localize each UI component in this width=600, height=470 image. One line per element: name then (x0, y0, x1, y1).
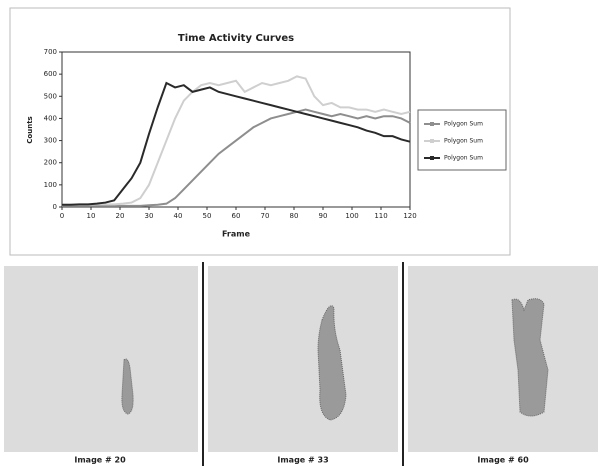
legend-marker (430, 156, 434, 160)
x-tick-label: 10 (87, 212, 96, 220)
x-tick-label: 20 (116, 212, 125, 220)
legend-label: Polygon Sum (444, 121, 483, 128)
x-tick-label: 60 (232, 212, 241, 220)
x-axis-label: Frame (222, 230, 251, 239)
x-tick-label: 90 (319, 212, 328, 220)
y-tick-label: 100 (44, 181, 57, 189)
image-caption: Image # 33 (277, 456, 328, 465)
image-blob (511, 298, 549, 417)
image-caption: Image # 20 (74, 456, 126, 465)
x-tick-label: 40 (174, 212, 183, 220)
series-line (62, 81, 411, 206)
legend-label: Polygon Sum (444, 138, 483, 145)
y-tick-label: 300 (44, 137, 57, 145)
x-tick-label: 80 (290, 212, 299, 220)
series-line (62, 75, 411, 206)
series-line (62, 108, 411, 207)
y-axis-label: Counts (26, 116, 34, 143)
x-tick-label: 0 (60, 212, 64, 220)
legend-label: Polygon Sum (444, 155, 483, 162)
y-tick-label: 400 (44, 114, 57, 122)
image-panel (408, 266, 598, 452)
y-tick-label: 0 (53, 203, 57, 211)
y-tick-label: 500 (44, 92, 57, 100)
legend-marker (430, 139, 434, 143)
x-tick-label: 30 (145, 212, 154, 220)
y-tick-label: 700 (44, 48, 57, 56)
image-blob (121, 358, 134, 415)
image-panel (4, 266, 198, 452)
y-tick-label: 200 (44, 159, 57, 167)
legend-marker (430, 122, 434, 126)
image-caption: Image # 60 (477, 456, 529, 465)
x-tick-label: 50 (203, 212, 212, 220)
image-panel (208, 266, 398, 452)
chart-title: Time Activity Curves (178, 33, 294, 44)
image-blob (317, 305, 347, 421)
x-tick-label: 110 (374, 212, 387, 220)
x-tick-label: 70 (261, 212, 270, 220)
y-tick-label: 600 (44, 70, 57, 78)
x-tick-label: 120 (403, 212, 416, 220)
x-tick-label: 100 (345, 212, 358, 220)
